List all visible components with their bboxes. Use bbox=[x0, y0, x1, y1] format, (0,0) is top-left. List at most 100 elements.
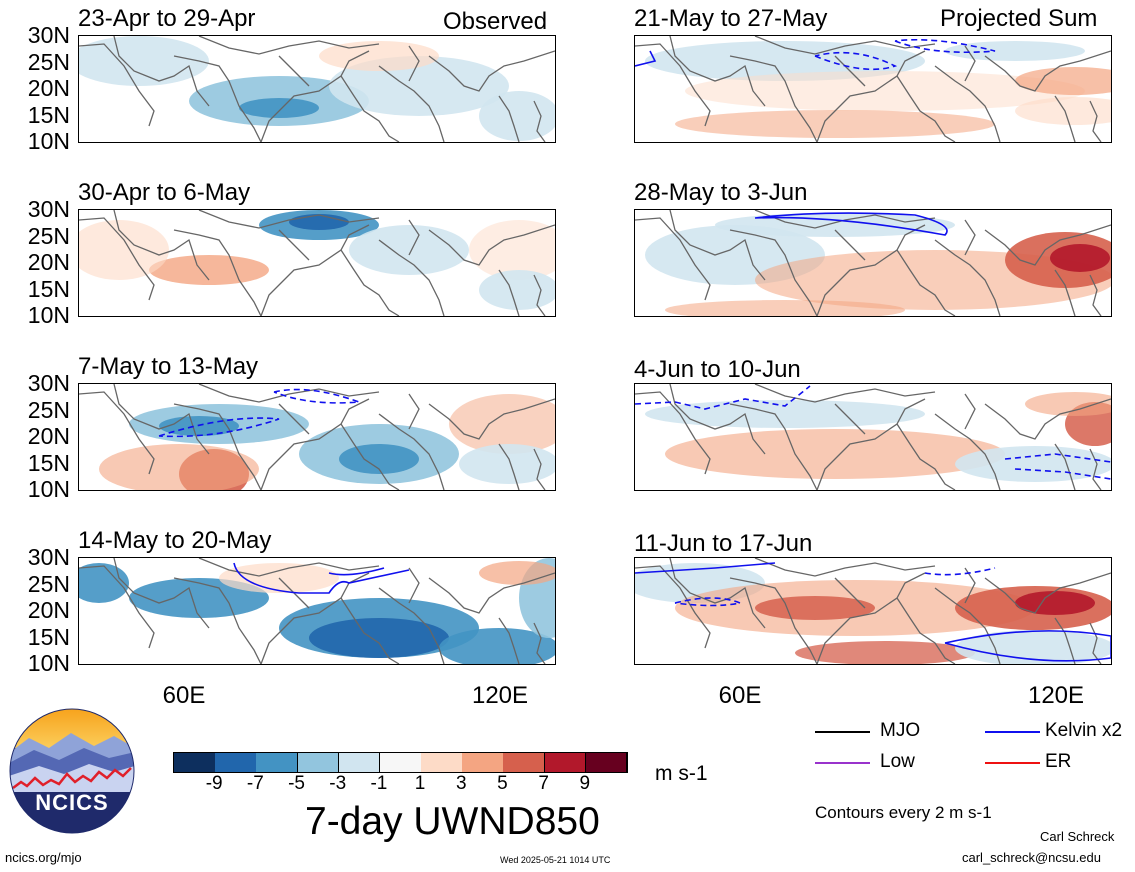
colorbar-units: m s-1 bbox=[655, 762, 708, 785]
panel-title: 23-Apr to 29-Apr bbox=[78, 5, 256, 32]
lat-label: 20N bbox=[27, 597, 70, 623]
legend-kelvin: Kelvin x2 bbox=[1045, 720, 1123, 741]
colorbar-label: -1 bbox=[370, 773, 388, 794]
colorbar-swatch bbox=[338, 753, 381, 772]
anomaly-shading bbox=[79, 36, 555, 141]
map-svg bbox=[635, 36, 1111, 142]
kelvin-contour bbox=[814, 51, 898, 71]
colorbar-label: -9 bbox=[205, 773, 223, 794]
map-panel bbox=[634, 35, 1112, 143]
colorbar-label: 5 bbox=[497, 773, 508, 794]
lat-label: 15N bbox=[27, 101, 70, 128]
lat-label: 30N bbox=[27, 22, 70, 48]
panel-tag: Projected Sum bbox=[940, 5, 1098, 32]
lat-label: 25N bbox=[27, 222, 70, 249]
kelvin-contour bbox=[1014, 468, 1111, 480]
colorbar-swatch bbox=[256, 753, 299, 772]
colorbar-label: 3 bbox=[455, 773, 467, 794]
lon-label-60e-right: 60E bbox=[718, 682, 762, 709]
kelvin-contour bbox=[233, 562, 410, 594]
kelvin-contour bbox=[1004, 453, 1111, 463]
lat-label: 15N bbox=[27, 623, 70, 650]
anomaly-shading bbox=[645, 41, 1111, 138]
kelvin-contour bbox=[754, 212, 948, 236]
legend-mjo: MJO bbox=[880, 720, 921, 741]
lat-label: 20N bbox=[27, 75, 70, 101]
anomaly-shading bbox=[635, 563, 1111, 664]
author-email[interactable]: carl_schreck@ncsu.edu bbox=[962, 850, 1101, 865]
panel-tag: Observed bbox=[443, 8, 548, 35]
kelvin-contour bbox=[944, 630, 1111, 662]
coastlines bbox=[635, 384, 1111, 490]
kelvin-contour bbox=[924, 567, 996, 576]
coastlines bbox=[635, 210, 1111, 316]
colorbar-swatch bbox=[297, 753, 340, 772]
kelvin-contour bbox=[674, 597, 743, 607]
colorbar-label: -3 bbox=[329, 773, 347, 794]
lat-label: 25N bbox=[27, 570, 70, 597]
colorbar-label: 9 bbox=[579, 773, 591, 794]
colorbar-swatch bbox=[174, 753, 216, 772]
lat-label: 10N bbox=[27, 302, 70, 328]
main-title: 7-day UWND850 bbox=[305, 800, 600, 843]
kelvin-contour bbox=[273, 388, 360, 404]
lat-label: 10N bbox=[27, 476, 70, 502]
colorbar-label: 7 bbox=[538, 773, 549, 794]
anomaly-shading bbox=[99, 394, 555, 490]
legend-low: Low bbox=[880, 751, 915, 772]
author-name: Carl Schreck bbox=[1040, 829, 1115, 844]
colorbar bbox=[173, 752, 628, 773]
ncics-logo: NCICS bbox=[9, 708, 135, 834]
panel-title: 21-May to 27-May bbox=[634, 5, 828, 32]
colorbar-swatch bbox=[215, 753, 257, 772]
colorbar-label: 1 bbox=[414, 773, 426, 794]
er-line-swatch bbox=[985, 762, 1040, 764]
lat-label: 15N bbox=[27, 275, 70, 302]
map-panel bbox=[78, 35, 556, 143]
logo-text: NCICS bbox=[35, 790, 109, 815]
footer-url[interactable]: ncics.org/mjo bbox=[5, 850, 82, 865]
kelvin-contour bbox=[328, 567, 385, 576]
lon-label-120e-right: 120E bbox=[1027, 682, 1085, 709]
colorbar-swatch bbox=[379, 753, 422, 772]
kelvin-line-swatch bbox=[985, 731, 1040, 733]
panel-title: 4-Jun to 10-Jun bbox=[634, 356, 801, 383]
coastlines bbox=[79, 210, 555, 316]
lat-label: 10N bbox=[27, 650, 70, 676]
colorbar-swatch bbox=[421, 753, 463, 772]
lat-label: 30N bbox=[27, 544, 70, 570]
colorbar-swatch bbox=[585, 753, 628, 772]
kelvin-contour bbox=[894, 38, 996, 54]
coastlines bbox=[79, 36, 555, 142]
lat-label: 25N bbox=[27, 48, 70, 75]
kelvin-contour bbox=[635, 385, 811, 410]
colorbar-swatch bbox=[462, 753, 504, 772]
coastlines bbox=[635, 36, 1111, 142]
anomaly-shading bbox=[645, 213, 1111, 316]
map-panel bbox=[634, 209, 1112, 317]
lat-label: 30N bbox=[27, 370, 70, 396]
coastlines bbox=[79, 558, 555, 664]
colorbar-swatch bbox=[544, 753, 587, 772]
panel-title: 14-May to 20-May bbox=[78, 527, 272, 554]
footer-timestamp: Wed 2025-05-21 1014 UTC bbox=[500, 855, 611, 865]
map-panel bbox=[634, 557, 1112, 665]
mjo-line-swatch bbox=[815, 731, 870, 733]
anomaly-shading bbox=[79, 558, 555, 664]
lon-label-120e-left: 120E bbox=[471, 682, 529, 709]
colorbar-swatch bbox=[503, 753, 546, 772]
kelvin-contour bbox=[635, 562, 776, 574]
map-svg bbox=[79, 210, 555, 316]
colorbar-label: -7 bbox=[246, 773, 264, 794]
map-svg bbox=[635, 384, 1111, 490]
panel-title: 30-Apr to 6-May bbox=[78, 179, 251, 206]
map-svg bbox=[79, 384, 555, 490]
map-svg bbox=[79, 36, 555, 142]
map-svg bbox=[635, 210, 1111, 316]
lat-label: 15N bbox=[27, 449, 70, 476]
lat-label: 30N bbox=[27, 196, 70, 222]
panel-title: 11-Jun to 17-Jun bbox=[634, 530, 813, 557]
contour-note: Contours every 2 m s-1 bbox=[815, 803, 992, 822]
panel-title: 28-May to 3-Jun bbox=[634, 179, 808, 206]
map-svg bbox=[635, 558, 1111, 664]
